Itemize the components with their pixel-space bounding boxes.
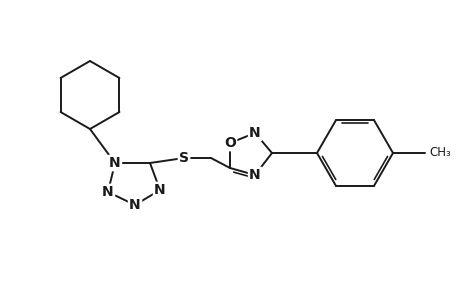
Text: O: O [224, 136, 235, 150]
Text: N: N [102, 185, 113, 199]
Text: S: S [179, 151, 189, 165]
Text: N: N [109, 156, 121, 170]
Text: N: N [154, 183, 165, 197]
Text: N: N [249, 126, 260, 140]
Text: N: N [129, 198, 140, 212]
Text: CH₃: CH₃ [428, 146, 450, 160]
Text: N: N [249, 168, 260, 182]
